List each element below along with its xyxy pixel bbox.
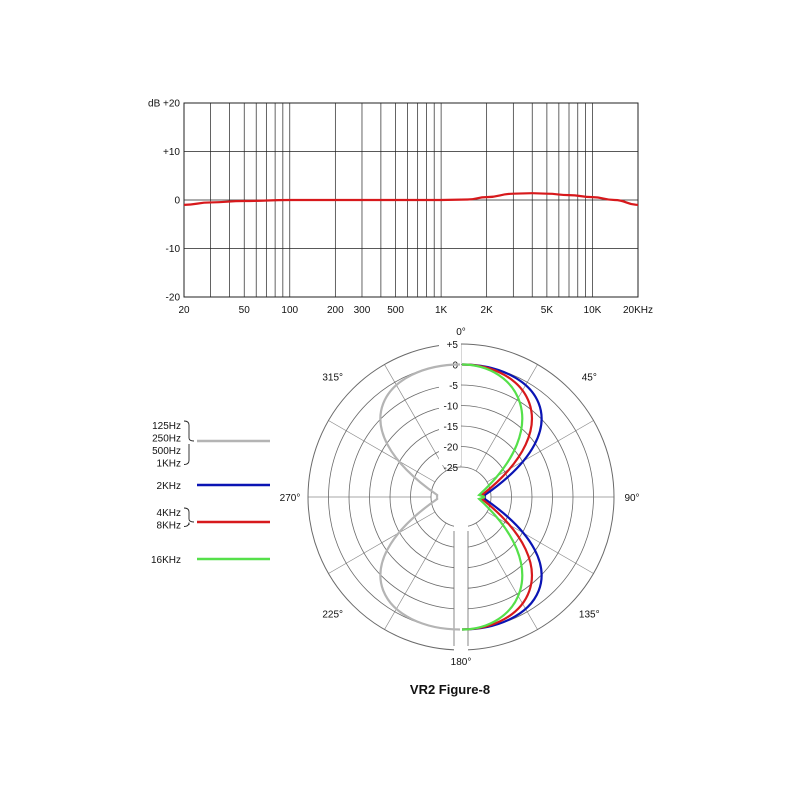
r-tick-label: -15 (444, 422, 459, 433)
legend-label: 8KHz (157, 521, 181, 532)
legend-brace (183, 420, 195, 465)
r-tick-label: -20 (444, 443, 459, 454)
x-tick-label: 20KHz (623, 305, 653, 316)
legend-label: 1KHz (157, 459, 181, 470)
r-tick-label: 0 (452, 361, 458, 372)
x-tick-label: 100 (281, 305, 298, 316)
angle-label: 180° (451, 657, 472, 668)
axis-gap (454, 525, 468, 656)
legend-label: 16KHz (151, 555, 181, 566)
y-tick-label: -20 (166, 293, 181, 304)
x-tick-label: 300 (354, 305, 371, 316)
r-tick-label: +5 (447, 340, 459, 351)
y-tick-label: -10 (166, 244, 181, 255)
angle-label: 135° (579, 609, 600, 620)
polar-pattern-curve (461, 363, 524, 631)
angle-label: 270° (280, 493, 301, 504)
polar-pattern-chart: +5 0 -5 -10 -15 -20 -25 0° 45° 90° 135° 180° 225° 270… (280, 327, 640, 668)
x-tick-label: 2K (481, 305, 494, 316)
angle-label: 90° (624, 493, 639, 504)
y-tick-label: +10 (163, 147, 180, 158)
x-tick-label: 200 (327, 305, 344, 316)
x-tick-label: 5K (541, 305, 554, 316)
r-tick-label: -25 (444, 463, 459, 474)
r-tick-label: -10 (444, 402, 459, 413)
r-tick-label: -5 (449, 381, 458, 392)
y-tick-label: dB +20 (148, 99, 180, 110)
angle-label: 225° (322, 609, 343, 620)
polar-chart-title: VR2 Figure-8 (410, 682, 490, 697)
polar-pattern-curve (379, 363, 461, 631)
legend-brace (183, 507, 195, 527)
x-tick-label: 1K (435, 305, 448, 316)
legend-label: 500Hz (152, 446, 181, 457)
x-tick-label: 20 (178, 305, 190, 316)
legend-label: 250Hz (152, 434, 181, 445)
plot-frame (183, 102, 639, 298)
r-label-backdrop (439, 340, 461, 465)
x-tick-label: 10K (584, 305, 602, 316)
angle-label: 315° (322, 372, 343, 383)
x-tick-label: 500 (387, 305, 404, 316)
angle-label: 45° (582, 372, 597, 383)
legend-label: 125Hz (152, 421, 181, 432)
legend-label: 4KHz (157, 508, 181, 519)
x-tick-label: 50 (239, 305, 251, 316)
angle-label: 0° (456, 327, 466, 338)
y-tick-label: 0 (174, 196, 180, 207)
legend-label: 2KHz (157, 481, 181, 492)
response-curve (183, 192, 639, 206)
